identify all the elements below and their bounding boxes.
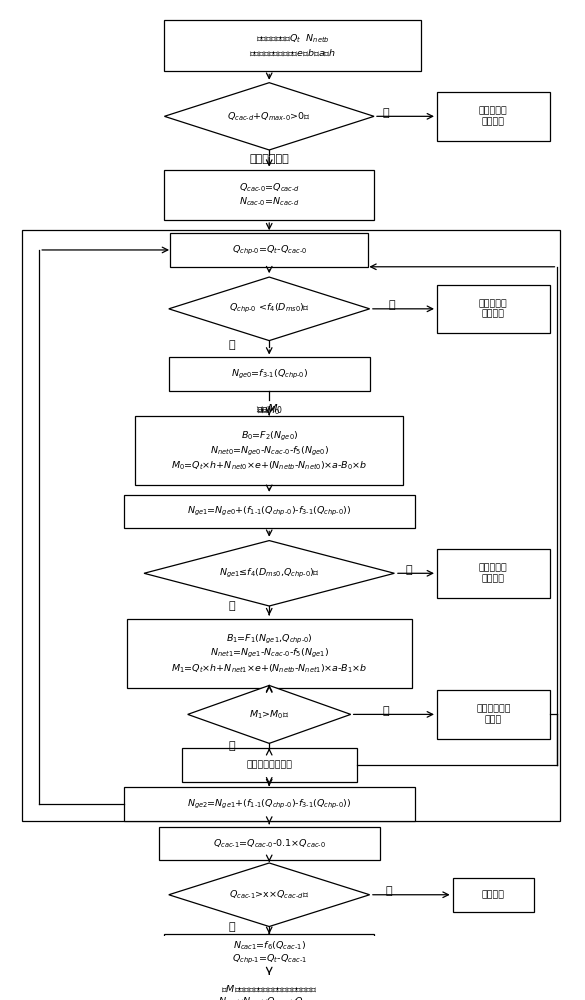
Text: $N_{ge1}$≤$f_4$($D_{ms0}$,$Q_{chp\text{-}0}$)？: $N_{ge1}$≤$f_4$($D_{ms0}$,$Q_{chp\text{-… (219, 567, 319, 580)
FancyBboxPatch shape (169, 357, 370, 391)
Text: 是: 是 (228, 922, 235, 932)
FancyBboxPatch shape (436, 690, 550, 739)
Text: 原工况仰为基
准工况: 原工况仰为基 准工况 (476, 705, 511, 724)
Text: $N_{cac1}$=$f_6$($Q_{cac\text{-}1}$)
$Q_{chp\text{-}1}$=$Q_t$-$Q_{cac\text{-}1}$: $N_{cac1}$=$f_6$($Q_{cac\text{-}1}$) $Q_… (232, 939, 307, 966)
Text: 新工况为基准工况: 新工况为基准工况 (246, 760, 292, 769)
Text: 计算$M_0$: 计算$M_0$ (257, 404, 281, 417)
FancyBboxPatch shape (436, 92, 550, 141)
Polygon shape (188, 685, 351, 743)
Text: $M_1$>$M_0$？: $M_1$>$M_0$？ (249, 708, 290, 721)
Text: 否: 否 (228, 340, 235, 350)
FancyBboxPatch shape (436, 549, 550, 598)
Text: 否: 否 (383, 706, 389, 716)
Text: 计算$M_0$: 计算$M_0$ (256, 402, 283, 416)
FancyBboxPatch shape (123, 787, 415, 821)
FancyBboxPatch shape (164, 170, 374, 220)
Text: 是: 是 (228, 601, 235, 611)
Text: $B_0$=$F_2$($N_{ge0}$)
$N_{net0}$=$N_{ge0}$-$N_{cac\text{-}0}$-$f_5$($N_{ge0}$)
: $B_0$=$F_2$($N_{ge0}$) $N_{net0}$=$N_{ge… (171, 430, 367, 472)
FancyBboxPatch shape (164, 20, 421, 71)
Text: $Q_{cac\text{-}d}$+$Q_{max\text{-}0}$>0？: $Q_{cac\text{-}d}$+$Q_{max\text{-}0}$>0？ (228, 110, 311, 123)
Polygon shape (169, 863, 370, 927)
Text: 否: 否 (388, 300, 395, 310)
FancyBboxPatch shape (126, 619, 412, 688)
Text: 不满足迭代
寻优条件: 不满足迭代 寻优条件 (479, 299, 508, 319)
Text: 否: 否 (383, 108, 389, 118)
Text: 否: 否 (405, 565, 412, 575)
Text: $Q_{cac\text{-}0}$=$Q_{cac\text{-}d}$
$N_{cac\text{-}0}$=$N_{cac\text{-}d}$: $Q_{cac\text{-}0}$=$Q_{cac\text{-}d}$ $N… (239, 181, 300, 208)
Text: $N_{ge0}$=$f_{3\text{-}1}$($Q_{chp\text{-}0}$): $N_{ge0}$=$f_{3\text{-}1}$($Q_{chp\text{… (230, 368, 308, 381)
Polygon shape (144, 541, 394, 606)
Text: $Q_{chp\text{-}0}$ <$f_4$($D_{ms0}$)？: $Q_{chp\text{-}0}$ <$f_4$($D_{ms0}$)？ (229, 302, 309, 315)
FancyBboxPatch shape (123, 495, 415, 528)
Text: $Q_{chp\text{-}0}$=$Q_t$-$Q_{cac\text{-}0}$: $Q_{chp\text{-}0}$=$Q_t$-$Q_{cac\text{-}… (232, 243, 307, 257)
FancyBboxPatch shape (164, 934, 374, 971)
FancyBboxPatch shape (182, 748, 356, 782)
FancyBboxPatch shape (135, 416, 403, 485)
Text: 否: 否 (386, 886, 392, 896)
FancyBboxPatch shape (453, 878, 534, 912)
Text: 是: 是 (228, 741, 235, 751)
Text: 制定迭代基准: 制定迭代基准 (249, 154, 289, 164)
Text: $Q_{cac\text{-}1}$=$Q_{cac\text{-}0}$-0.1×$Q_{cac\text{-}0}$: $Q_{cac\text{-}1}$=$Q_{cac\text{-}0}$-0.… (213, 837, 326, 850)
FancyBboxPatch shape (123, 978, 415, 1000)
Text: 以$M$最大为目标，得出机组最优运行方式：
$N_{geb}$、$N_{cac}$、$Q_{chpb}$、$Q_{cacb}$: 以$M$最大为目标，得出机组最优运行方式： $N_{geb}$、$N_{cac}… (218, 984, 320, 1000)
Text: $N_{ge2}$=$N_{ge1}$+($f_{1\text{-}1}$($Q_{chp\text{-}0}$)-$f_{3\text{-}1}$($Q_{c: $N_{ge2}$=$N_{ge1}$+($f_{1\text{-}1}$($Q… (187, 798, 352, 811)
Text: $B_1$=$F_1$($N_{ge1}$,$Q_{chp\text{-}0}$)
$N_{net1}$=$N_{ge1}$-$N_{cac\text{-}0}: $B_1$=$F_1$($N_{ge1}$,$Q_{chp\text{-}0}$… (171, 633, 367, 675)
FancyBboxPatch shape (159, 827, 380, 860)
Text: 输入边界参数：$Q_t$  $N_{netb}$
输入经济性边界参数：$e$、$b$、$a$、$h$: 输入边界参数：$Q_t$ $N_{netb}$ 输入经济性边界参数：$e$、$b… (249, 33, 336, 58)
Text: $N_{ge1}$=$N_{ge0}$+($f_{1\text{-}1}$($Q_{chp\text{-}0}$)-$f_{3\text{-}1}$($Q_{c: $N_{ge1}$=$N_{ge0}$+($f_{1\text{-}1}$($Q… (187, 505, 352, 518)
FancyBboxPatch shape (436, 285, 550, 333)
Text: 不满足迭代
寻优条件: 不满足迭代 寻优条件 (479, 564, 508, 583)
FancyBboxPatch shape (170, 233, 368, 267)
Text: 不满足迭代
寻优条件: 不满足迭代 寻优条件 (479, 107, 508, 126)
Text: 迭代终止: 迭代终止 (482, 890, 505, 899)
Polygon shape (169, 277, 370, 341)
Polygon shape (164, 83, 374, 150)
Text: $Q_{cac\text{-}1}$>x×$Q_{cac\text{-}d}$？: $Q_{cac\text{-}1}$>x×$Q_{cac\text{-}d}$？ (229, 889, 309, 901)
